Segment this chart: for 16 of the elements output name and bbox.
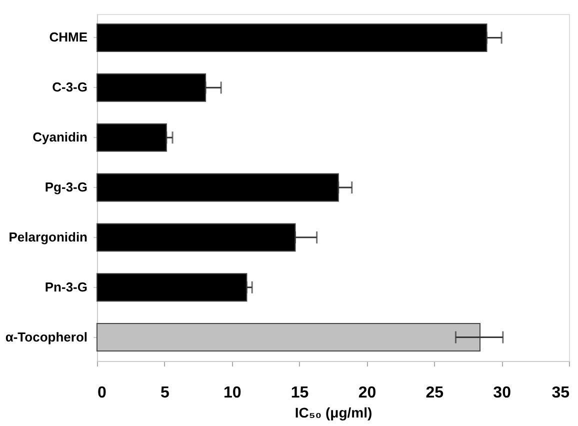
x-tick-label: 5 [160,384,170,402]
y-tick-label: Cyanidin [32,130,88,145]
y-tick-label: CHME [49,30,88,45]
y-tick-label: Pn-3-G [44,279,88,294]
y-tick-label: C-3-G [52,80,88,95]
x-tick-label: 35 [552,384,570,402]
x-tick-label: 15 [290,384,309,402]
y-tick-label: α-Tocopherol [5,329,88,344]
x-tick-label: 0 [98,384,106,402]
x-tick-label: 25 [426,384,444,402]
x-tick-label: 10 [223,384,242,402]
x-tick-label: 30 [493,384,512,402]
y-tick-label: Pg-3-G [44,180,88,194]
x-tick-label: 20 [358,384,376,402]
x-axis-title: IC₅₀ (μg/ml) [294,404,372,420]
y-tick-label: Pelargonidin [8,229,88,244]
